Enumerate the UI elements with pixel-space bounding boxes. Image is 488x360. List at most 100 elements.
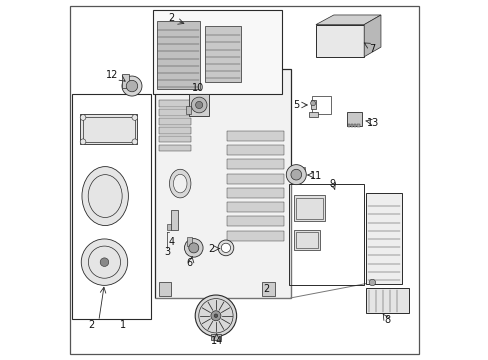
Bar (226, 174, 283, 184)
Bar (365, 288, 408, 313)
Bar (159, 78, 248, 83)
Bar (365, 193, 401, 284)
Text: 4: 4 (168, 237, 174, 247)
Bar (80, 114, 137, 144)
Text: 3: 3 (164, 247, 170, 257)
Polygon shape (364, 15, 380, 57)
Text: 2: 2 (168, 13, 174, 23)
Bar (357, 124, 359, 127)
Circle shape (81, 239, 127, 285)
Bar (315, 24, 364, 57)
Text: 6: 6 (186, 258, 192, 268)
Text: 1: 1 (120, 320, 126, 330)
Text: 10: 10 (192, 83, 204, 93)
Ellipse shape (169, 169, 190, 198)
Circle shape (132, 139, 138, 145)
Bar (159, 136, 190, 143)
Bar (293, 167, 305, 176)
Bar (72, 94, 151, 319)
Bar (262, 282, 274, 296)
Bar (346, 112, 361, 126)
Text: 2: 2 (87, 320, 94, 330)
Text: 11: 11 (309, 171, 322, 181)
Bar (226, 188, 283, 198)
Bar (159, 90, 253, 94)
Text: 2: 2 (262, 284, 268, 294)
Bar (159, 55, 237, 60)
Bar (159, 100, 190, 107)
Circle shape (191, 97, 206, 113)
Bar (226, 145, 283, 155)
Circle shape (80, 139, 86, 145)
Bar (166, 224, 171, 230)
Circle shape (310, 101, 315, 106)
Bar (159, 145, 190, 152)
Bar (157, 21, 200, 89)
Bar (159, 61, 240, 66)
Bar (186, 106, 190, 113)
Bar (350, 124, 352, 127)
Circle shape (290, 169, 301, 180)
Circle shape (285, 165, 305, 185)
Bar (189, 94, 208, 116)
Bar (295, 232, 317, 248)
Bar (171, 210, 178, 230)
Bar (159, 50, 234, 54)
Circle shape (100, 258, 108, 266)
Bar (226, 202, 283, 212)
Bar (186, 237, 191, 246)
Bar (226, 159, 283, 169)
Text: 9: 9 (328, 179, 334, 189)
Bar (159, 282, 171, 296)
Bar (226, 216, 283, 226)
Circle shape (80, 114, 86, 120)
Text: 2: 2 (208, 244, 214, 253)
Text: 7: 7 (368, 44, 375, 54)
Bar (159, 127, 190, 134)
Bar (211, 334, 220, 340)
Bar (159, 38, 229, 43)
Text: 13: 13 (366, 118, 379, 128)
Bar (159, 67, 243, 71)
Ellipse shape (173, 174, 186, 193)
Text: 14: 14 (210, 337, 223, 346)
Circle shape (195, 102, 203, 109)
Bar (310, 100, 315, 109)
Ellipse shape (82, 167, 128, 226)
Circle shape (126, 80, 138, 92)
Circle shape (184, 239, 203, 257)
Bar (293, 195, 325, 221)
Circle shape (218, 240, 233, 256)
Circle shape (368, 279, 375, 286)
Bar (153, 10, 282, 94)
Circle shape (122, 76, 142, 96)
Circle shape (210, 311, 221, 321)
Circle shape (132, 114, 138, 120)
Bar (288, 184, 364, 285)
Bar (155, 69, 290, 298)
Bar (159, 109, 190, 116)
Circle shape (221, 243, 230, 252)
Bar (205, 26, 241, 82)
Bar (159, 44, 232, 49)
Bar (295, 198, 323, 219)
Circle shape (188, 243, 198, 253)
Text: 5: 5 (293, 100, 299, 110)
Bar (159, 72, 245, 77)
Circle shape (214, 314, 217, 318)
Bar (159, 32, 226, 37)
Bar (353, 124, 356, 127)
Bar (122, 74, 128, 88)
Bar (83, 117, 135, 142)
Bar (293, 230, 319, 249)
Polygon shape (315, 15, 380, 24)
Circle shape (195, 295, 236, 337)
Bar (311, 96, 331, 114)
Bar (226, 231, 283, 241)
Bar (347, 124, 349, 127)
Bar (159, 118, 190, 125)
Bar (226, 131, 283, 141)
Bar (159, 84, 250, 89)
Bar (308, 112, 317, 117)
Text: 8: 8 (384, 315, 389, 325)
